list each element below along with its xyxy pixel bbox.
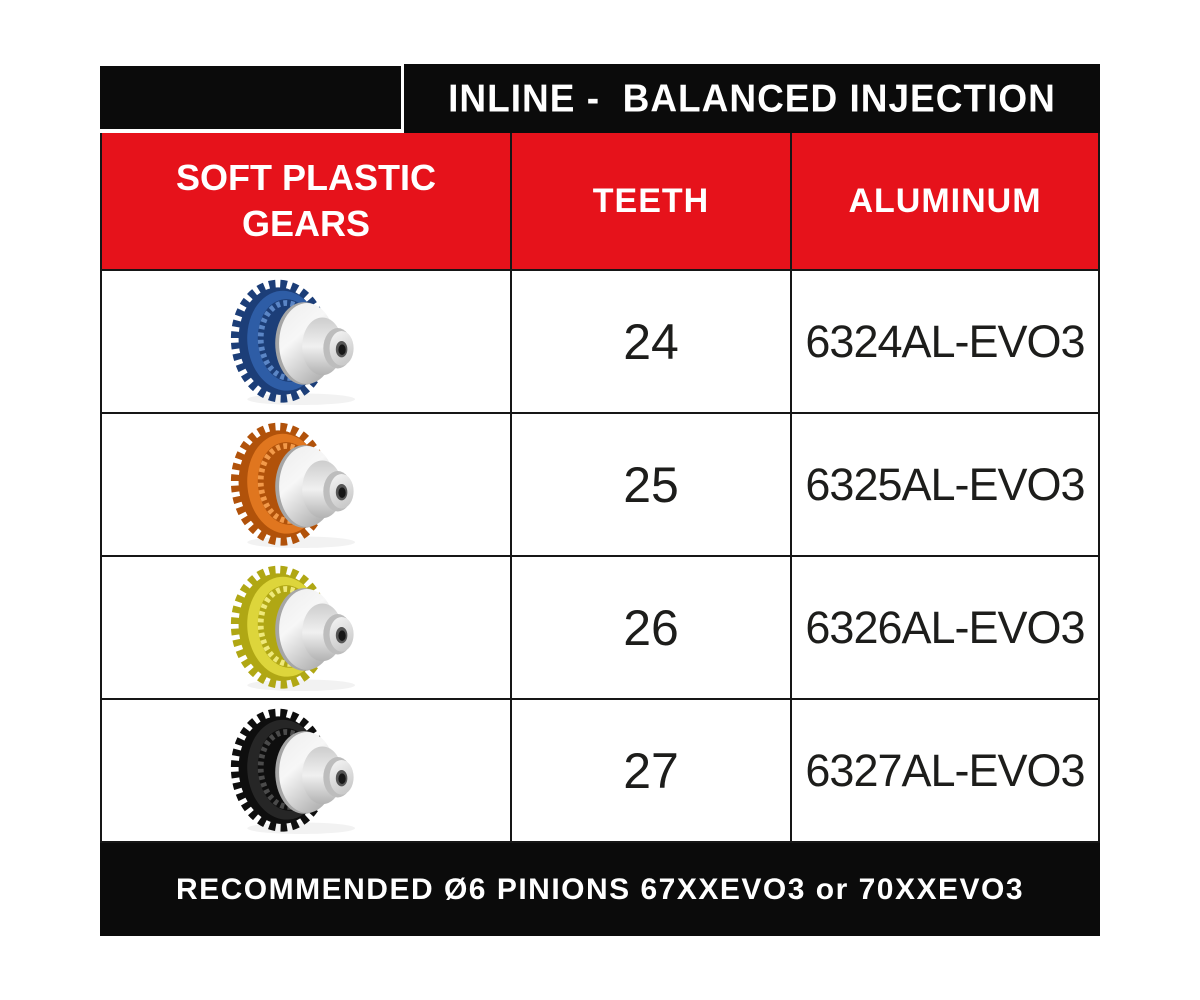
- gear-image-cell: [102, 557, 510, 698]
- table-grid: SOFT PLASTIC GEARS TEETH ALUMINUM: [100, 133, 1100, 843]
- aluminum-part-number: 6325AL-EVO3: [790, 414, 1098, 555]
- teeth-value: 27: [510, 700, 790, 841]
- table-row: 27 6327AL-EVO3: [102, 700, 1098, 843]
- gear-image-cell: [102, 414, 510, 555]
- gear-spec-table: INLINE - BALANCED INJECTION SOFT PLASTIC…: [100, 64, 1100, 936]
- aluminum-part-number: 6326AL-EVO3: [790, 557, 1098, 698]
- teeth-value: 26: [510, 557, 790, 698]
- teeth-value: 24: [510, 271, 790, 412]
- title-bar-main: INLINE - BALANCED INJECTION: [404, 64, 1100, 133]
- column-header-soft-plastic-gears: SOFT PLASTIC GEARS: [102, 133, 510, 269]
- aluminum-part-number: 6327AL-EVO3: [790, 700, 1098, 841]
- table-rows: 24 6324AL-EVO3: [102, 269, 1098, 843]
- column-header-label: SOFT PLASTIC GEARS: [176, 156, 436, 244]
- title-bar-divider: [401, 64, 404, 133]
- crown-gear-icon: [230, 565, 356, 691]
- title-bar: INLINE - BALANCED INJECTION: [100, 64, 1100, 133]
- crown-gear-icon: [230, 422, 356, 548]
- aluminum-part-number: 6324AL-EVO3: [790, 271, 1098, 412]
- table-row: 25 6325AL-EVO3: [102, 414, 1098, 557]
- crown-gear-icon: [230, 708, 356, 834]
- footer-bar: RECOMMENDED Ø6 PINIONS 67XXEVO3 or 70XXE…: [100, 843, 1100, 936]
- title-bar-left-block: [100, 66, 401, 129]
- gear-image-cell: [102, 700, 510, 841]
- header-row: SOFT PLASTIC GEARS TEETH ALUMINUM: [102, 133, 1098, 269]
- gear-image-cell: [102, 271, 510, 412]
- crown-gear-icon: [230, 279, 356, 405]
- teeth-value: 25: [510, 414, 790, 555]
- table-row: 26 6326AL-EVO3: [102, 557, 1098, 700]
- column-header-aluminum: ALUMINUM: [790, 133, 1098, 269]
- column-header-teeth: TEETH: [510, 133, 790, 269]
- table-title: INLINE - BALANCED INJECTION: [448, 76, 1056, 120]
- recommended-pinions-note: RECOMMENDED Ø6 PINIONS 67XXEVO3 or 70XXE…: [175, 872, 1025, 906]
- table-row: 24 6324AL-EVO3: [102, 271, 1098, 414]
